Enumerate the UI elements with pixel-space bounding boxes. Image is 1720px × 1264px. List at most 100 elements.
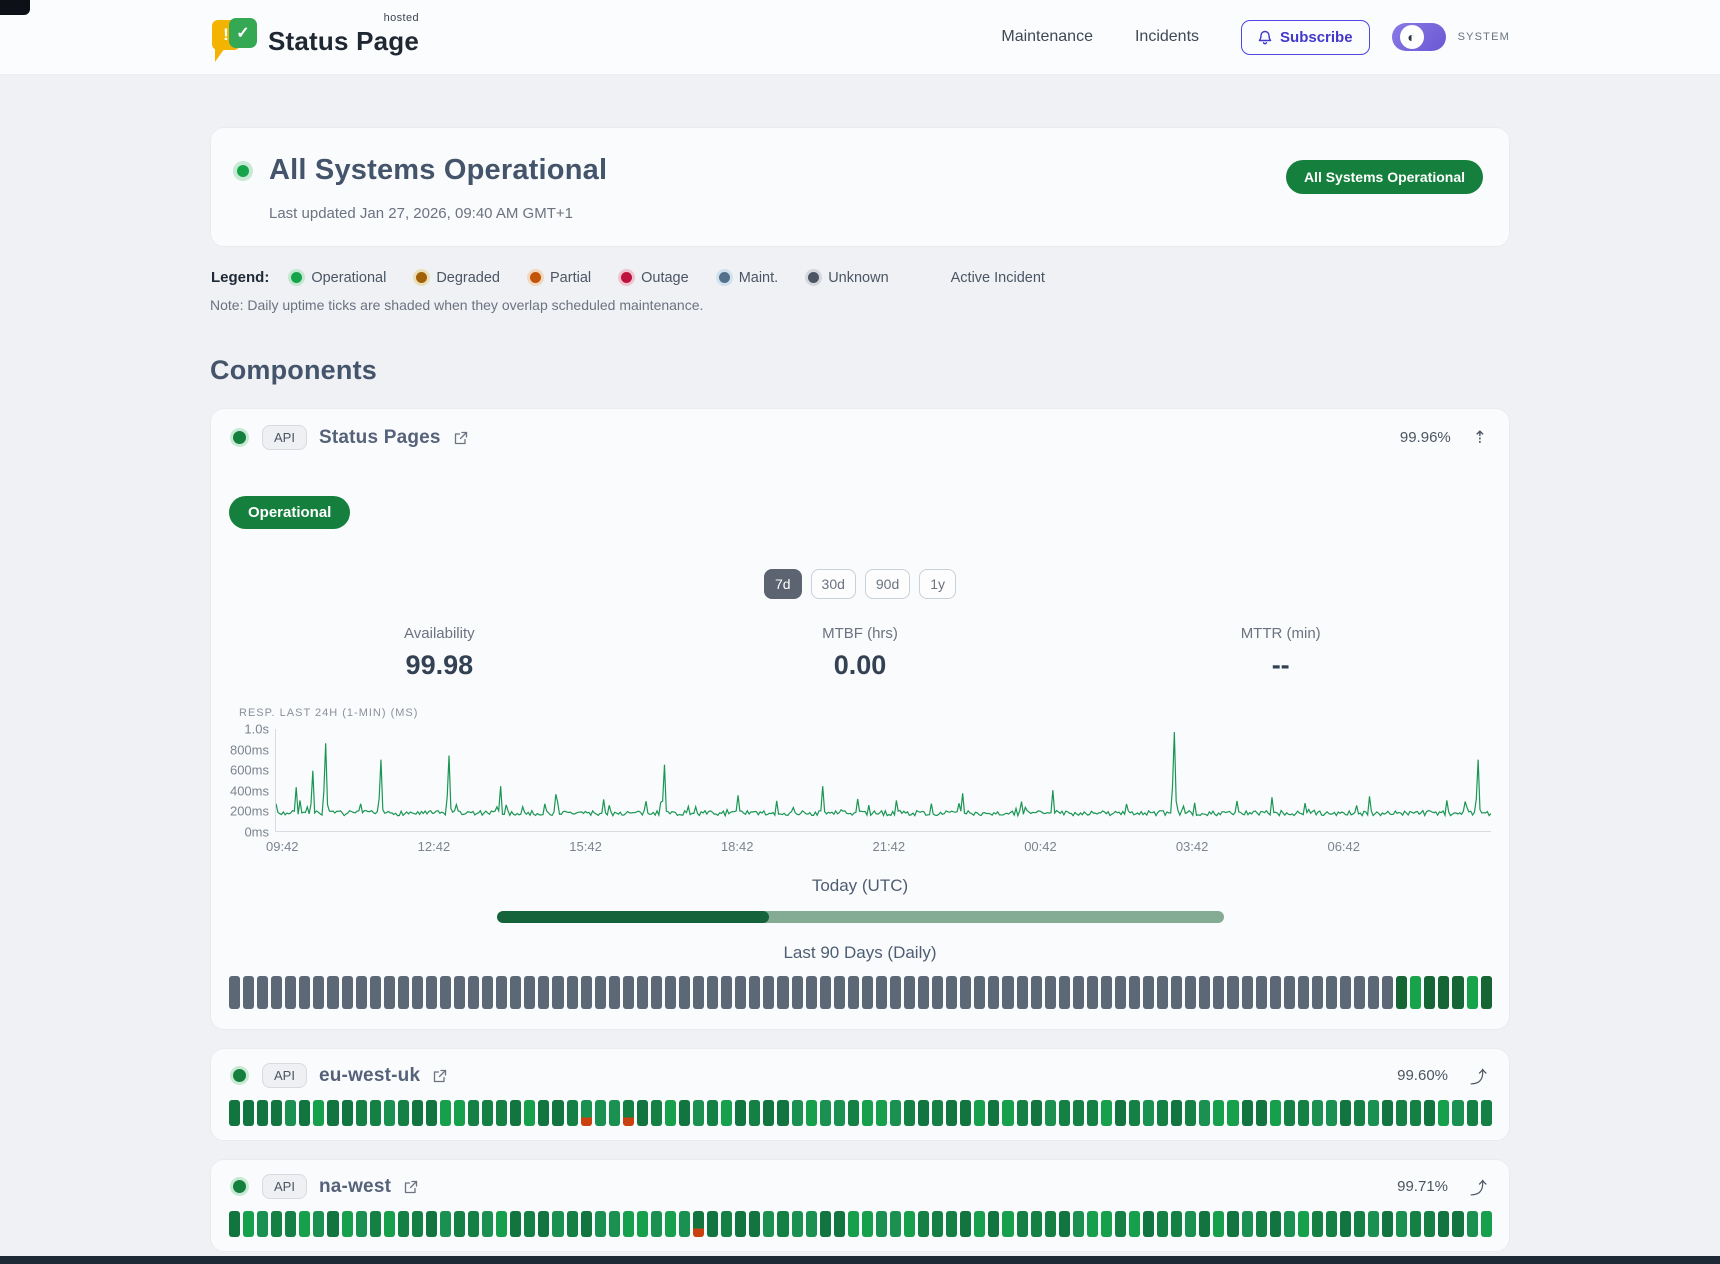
uptime-day-tick[interactable]	[1368, 1100, 1380, 1126]
uptime-day-tick[interactable]	[1100, 1100, 1112, 1126]
uptime-day-tick[interactable]	[1044, 1100, 1056, 1126]
uptime-day-tick[interactable]	[369, 1100, 381, 1126]
uptime-day-tick[interactable]	[777, 1100, 789, 1126]
uptime-day-tick[interactable]	[988, 1100, 1000, 1126]
uptime-day-tick[interactable]	[1368, 1211, 1380, 1237]
uptime-day-tick[interactable]	[791, 976, 803, 1009]
uptime-day-tick[interactable]	[243, 976, 255, 1009]
uptime-day-tick[interactable]	[1086, 976, 1098, 1009]
uptime-day-tick[interactable]	[974, 1211, 986, 1237]
uptime-day-tick[interactable]	[299, 976, 311, 1009]
uptime-day-tick[interactable]	[805, 1211, 817, 1237]
uptime-day-tick[interactable]	[594, 1211, 606, 1237]
uptime-day-tick[interactable]	[566, 976, 578, 1009]
uptime-day-tick[interactable]	[1382, 976, 1394, 1009]
uptime-day-tick[interactable]	[1114, 1100, 1126, 1126]
uptime-day-tick[interactable]	[763, 1100, 775, 1126]
uptime-day-tick[interactable]	[1030, 1211, 1042, 1237]
uptime-day-tick[interactable]	[707, 1100, 719, 1126]
uptime-day-tick[interactable]	[1227, 1211, 1239, 1237]
uptime-day-tick[interactable]	[932, 1100, 944, 1126]
uptime-day-tick[interactable]	[327, 976, 339, 1009]
uptime-day-tick[interactable]	[257, 976, 269, 1009]
uptime-day-tick[interactable]	[819, 1100, 831, 1126]
uptime-day-tick[interactable]	[580, 976, 592, 1009]
uptime-day-tick[interactable]	[679, 1211, 691, 1237]
uptime-day-tick[interactable]	[1072, 976, 1084, 1009]
uptime-day-tick[interactable]	[1100, 976, 1112, 1009]
uptime-day-tick[interactable]	[1339, 1100, 1351, 1126]
uptime-day-tick[interactable]	[510, 1100, 522, 1126]
uptime-day-tick[interactable]	[707, 976, 719, 1009]
uptime-day-tick[interactable]	[257, 1100, 269, 1126]
uptime-day-tick[interactable]	[946, 1100, 958, 1126]
uptime-day-tick[interactable]	[946, 976, 958, 1009]
uptime-day-tick[interactable]	[875, 1211, 887, 1237]
uptime-day-tick[interactable]	[243, 1100, 255, 1126]
uptime-day-tick[interactable]	[1171, 1100, 1183, 1126]
uptime-day-tick[interactable]	[1241, 1100, 1253, 1126]
uptime-day-tick[interactable]	[608, 1211, 620, 1237]
uptime-day-tick[interactable]	[454, 976, 466, 1009]
uptime-day-tick[interactable]	[552, 1100, 564, 1126]
uptime-day-tick[interactable]	[327, 1100, 339, 1126]
range-button-90d[interactable]: 90d	[864, 569, 911, 599]
uptime-day-tick[interactable]	[327, 1211, 339, 1237]
uptime-day-tick[interactable]	[847, 1100, 859, 1126]
uptime-day-tick[interactable]	[383, 1211, 395, 1237]
uptime-day-tick[interactable]	[721, 1211, 733, 1237]
uptime-day-tick[interactable]	[1044, 976, 1056, 1009]
uptime-day-tick[interactable]	[693, 976, 705, 1009]
uptime-day-tick[interactable]	[974, 976, 986, 1009]
range-button-7d[interactable]: 7d	[763, 569, 802, 599]
uptime-day-tick[interactable]	[1339, 1211, 1351, 1237]
uptime-day-tick[interactable]	[1283, 1211, 1295, 1237]
uptime-day-tick[interactable]	[468, 1211, 480, 1237]
uptime-day-tick[interactable]	[524, 1211, 536, 1237]
uptime-day-tick[interactable]	[1325, 1100, 1337, 1126]
uptime-day-tick[interactable]	[482, 1211, 494, 1237]
uptime-day-tick[interactable]	[833, 1211, 845, 1237]
uptime-day-tick[interactable]	[932, 1211, 944, 1237]
uptime-day-tick[interactable]	[229, 976, 241, 1009]
uptime-day-tick[interactable]	[524, 1100, 536, 1126]
uptime-day-tick[interactable]	[1410, 1211, 1422, 1237]
uptime-day-tick[interactable]	[439, 1100, 451, 1126]
uptime-day-tick[interactable]	[1269, 1100, 1281, 1126]
uptime-day-tick[interactable]	[1129, 976, 1141, 1009]
uptime-day-tick[interactable]	[904, 1100, 916, 1126]
uptime-day-tick[interactable]	[1368, 976, 1380, 1009]
uptime-day-tick[interactable]	[1269, 1211, 1281, 1237]
uptime-day-tick[interactable]	[805, 1100, 817, 1126]
uptime-day-tick[interactable]	[918, 1100, 930, 1126]
uptime-day-tick[interactable]	[383, 1100, 395, 1126]
uptime-day-tick[interactable]	[1410, 1100, 1422, 1126]
uptime-day-tick[interactable]	[285, 976, 297, 1009]
uptime-day-tick[interactable]	[1030, 976, 1042, 1009]
uptime-day-tick[interactable]	[425, 1100, 437, 1126]
external-link-icon[interactable]	[403, 1179, 419, 1195]
uptime-day-tick[interactable]	[693, 1100, 705, 1126]
uptime-day-tick[interactable]	[397, 976, 409, 1009]
uptime-day-tick[interactable]	[974, 1100, 986, 1126]
range-button-1y[interactable]: 1y	[919, 569, 957, 599]
uptime-day-tick[interactable]	[566, 1100, 578, 1126]
uptime-day-tick[interactable]	[1058, 1100, 1070, 1126]
brand-logo[interactable]: ! ✓ hosted Status Page	[212, 12, 419, 62]
uptime-day-tick[interactable]	[960, 1211, 972, 1237]
nav-item-incidents[interactable]: Incidents	[1134, 28, 1200, 45]
uptime-day-tick[interactable]	[566, 1211, 578, 1237]
uptime-day-tick[interactable]	[1185, 976, 1197, 1009]
uptime-day-tick[interactable]	[1016, 976, 1028, 1009]
uptime-day-tick[interactable]	[1438, 976, 1450, 1009]
uptime-day-tick[interactable]	[552, 976, 564, 1009]
uptime-day-tick[interactable]	[468, 1100, 480, 1126]
nav-item-maintenance[interactable]: Maintenance	[1001, 28, 1093, 45]
uptime-day-tick[interactable]	[439, 1211, 451, 1237]
uptime-day-tick[interactable]	[1016, 1211, 1028, 1237]
uptime-day-tick[interactable]	[313, 1100, 325, 1126]
uptime-day-tick[interactable]	[749, 1100, 761, 1126]
uptime-day-tick[interactable]	[454, 1100, 466, 1126]
uptime-day-tick[interactable]	[271, 976, 283, 1009]
uptime-day-tick[interactable]	[1002, 1211, 1014, 1237]
